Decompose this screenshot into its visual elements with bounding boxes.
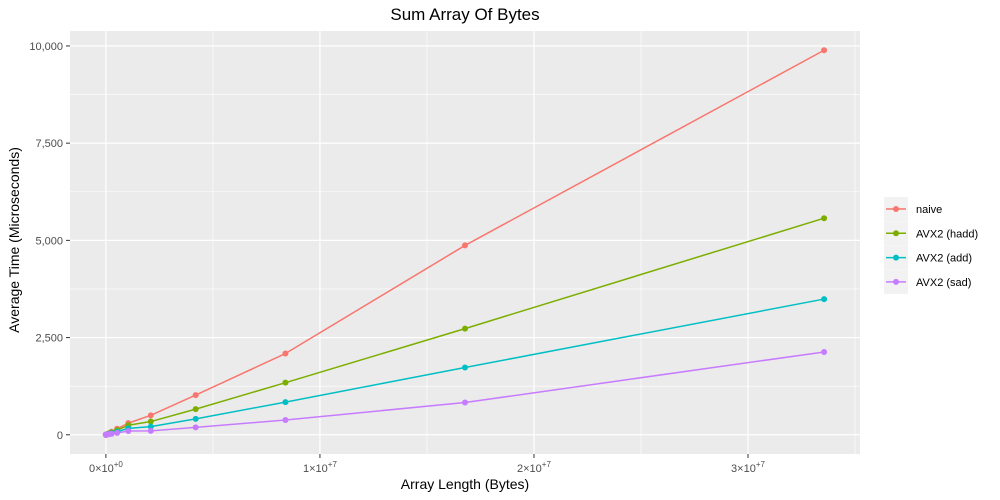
x-axis-title: Array Length (Bytes) [401,476,529,492]
data-point-avx2-sad [821,348,828,355]
x-tick-label: 0×10+0 [89,460,123,475]
y-tick-label: 10,000 [29,41,63,53]
legend-label-avx2-sad: AVX2 (sad) [916,277,971,289]
data-point-avx2-sad [282,417,289,423]
y-tick-label: 7,500 [35,138,63,150]
data-point-naive [147,412,154,419]
data-point-avx2-sad [462,399,468,406]
legend: naive AVX2 (hadd) AVX2 (add) AVX2 (sad) [884,197,978,294]
x-tick-label: 3×10+7 [731,460,765,475]
x-tick-label: 2×10+7 [517,460,551,475]
data-point-avx2-sad [125,428,132,435]
grid-lines [70,31,860,454]
data-point-avx2-hadd [821,215,828,222]
data-point-naive [462,242,468,249]
chart-title: Sum Array Of Bytes [390,5,539,24]
legend-point-avx2-sad [893,278,899,285]
legend-point-avx2-hadd [893,230,899,237]
data-point-avx2-sad [114,429,121,436]
legend-label-avx2-add: AVX2 (add) [916,253,972,265]
series-layer [102,47,828,438]
y-tick-label: 5,000 [35,235,63,247]
data-point-avx2-add [462,364,468,371]
data-point-avx2-hadd [462,325,468,332]
data-point-avx2-hadd [147,418,154,425]
data-point-avx2-add [147,423,154,430]
legend-label-avx2-hadd: AVX2 (hadd) [916,228,978,240]
axis-layer: 0×10+0 1×10+7 2×10+7 3×10+7 0 2,500 5,000 7,500… [29,41,765,475]
data-point-naive [282,350,289,357]
x-tick-label: 1×10+7 [303,460,337,475]
data-point-avx2-sad [147,427,154,434]
legend-point-naive [893,206,899,212]
data-point-avx2-sad [108,430,115,437]
data-point-naive [192,392,199,399]
data-point-avx2-hadd [282,379,289,386]
data-point-avx2-hadd [192,406,199,413]
data-point-avx2-add [821,296,828,303]
data-point-naive [821,47,828,54]
data-point-avx2-sad [192,424,199,431]
data-point-avx2-add [282,399,289,406]
data-point-avx2-add [192,415,199,422]
y-tick-label: 2,500 [35,333,63,345]
legend-label-naive: naive [916,204,942,216]
y-axis-title: Average Time (Microseconds) [6,147,22,333]
y-tick-label: 0 [57,430,63,442]
legend-point-avx2-add [893,254,899,261]
